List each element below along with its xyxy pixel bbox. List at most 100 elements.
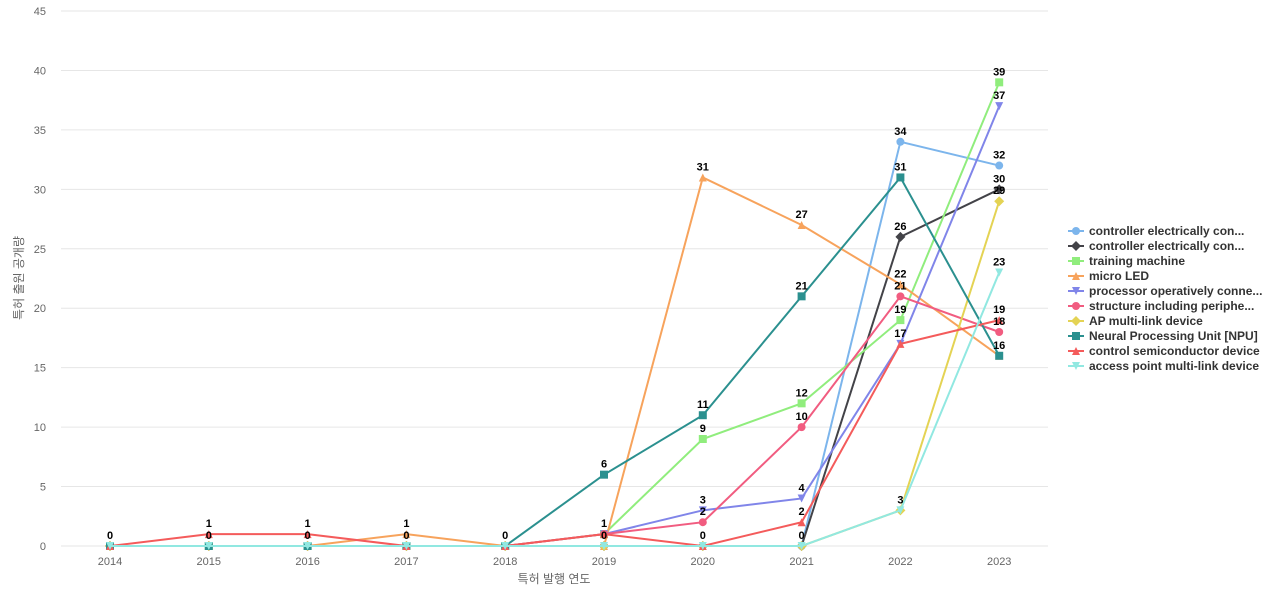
- series-line[interactable]: [110, 176, 1000, 547]
- data-label: 27: [795, 209, 807, 221]
- data-label: 10: [795, 411, 807, 423]
- x-tick-label: 2019: [592, 556, 616, 568]
- data-label: 16: [993, 340, 1005, 352]
- series-point[interactable]: [600, 542, 608, 550]
- series-point[interactable]: [204, 530, 213, 539]
- data-label: 39: [993, 66, 1005, 78]
- data-label: 0: [403, 530, 409, 542]
- series-point[interactable]: [896, 506, 905, 515]
- y-tick-label: 5: [40, 482, 46, 494]
- series-point[interactable]: [896, 137, 905, 146]
- data-label: 0: [206, 530, 212, 542]
- series-line[interactable]: [110, 81, 1001, 547]
- series-3: [106, 78, 1004, 550]
- series-point[interactable]: [204, 542, 213, 550]
- y-tick-label: 0: [40, 541, 46, 553]
- legend-item[interactable]: controller electrically con...: [1068, 224, 1244, 238]
- series-point[interactable]: [797, 292, 806, 301]
- series-point[interactable]: [896, 173, 905, 182]
- series-point[interactable]: [896, 316, 905, 325]
- series-point[interactable]: [995, 328, 1004, 336]
- series-point[interactable]: [896, 280, 905, 289]
- series-point[interactable]: [995, 351, 1004, 360]
- series-point[interactable]: [698, 518, 707, 527]
- series-point[interactable]: [896, 292, 905, 301]
- series-point[interactable]: [698, 542, 707, 550]
- series-point[interactable]: [994, 196, 1005, 207]
- legend: controller electrically con...controller…: [1068, 224, 1262, 373]
- data-label: 21: [894, 280, 906, 292]
- x-tick-label: 2018: [493, 556, 517, 568]
- legend-item[interactable]: Neural Processing Unit [NPU]: [1068, 329, 1258, 343]
- series-line[interactable]: [110, 105, 1001, 547]
- x-tick-label: 2015: [197, 556, 221, 568]
- legend-item[interactable]: control semiconductor device: [1068, 344, 1260, 358]
- x-tick-label: 2022: [888, 556, 912, 568]
- y-axis-title: 특허 출원 공개량: [12, 236, 26, 320]
- data-label: 1: [403, 518, 409, 530]
- legend-symbol: [1072, 362, 1080, 370]
- series-line[interactable]: [110, 295, 1000, 547]
- series-4: [106, 173, 1004, 550]
- series-point[interactable]: [698, 411, 707, 420]
- y-tick-label: 15: [34, 363, 46, 375]
- data-label: 31: [894, 161, 906, 173]
- series-point[interactable]: [402, 542, 411, 550]
- y-tick-label: 10: [34, 422, 46, 434]
- series-point[interactable]: [797, 494, 806, 503]
- x-tick-label: 2023: [987, 556, 1011, 568]
- legend-item[interactable]: micro LED: [1068, 269, 1149, 283]
- series-10: [106, 268, 1004, 550]
- legend-symbol: [1072, 332, 1080, 340]
- series-point[interactable]: [896, 339, 905, 348]
- series-point[interactable]: [698, 506, 707, 515]
- series-point[interactable]: [995, 268, 1004, 277]
- series-point[interactable]: [995, 316, 1004, 325]
- legend-item[interactable]: structure including periphe...: [1068, 299, 1254, 313]
- series-line[interactable]: [110, 272, 1001, 547]
- series-point[interactable]: [895, 231, 906, 242]
- series-point[interactable]: [797, 518, 806, 527]
- data-label: 3: [897, 494, 903, 506]
- series-point[interactable]: [995, 102, 1004, 111]
- data-label: 4: [799, 482, 806, 494]
- series-line[interactable]: [110, 200, 1001, 547]
- series-point[interactable]: [995, 161, 1004, 170]
- series-point[interactable]: [698, 435, 707, 443]
- series-8: [106, 173, 1004, 550]
- legend-label: AP multi-link device: [1089, 314, 1203, 328]
- legend-item[interactable]: processor operatively conne...: [1068, 284, 1262, 298]
- series-point[interactable]: [106, 542, 114, 550]
- series-point[interactable]: [303, 530, 312, 539]
- data-label: 18: [993, 316, 1005, 328]
- series-point[interactable]: [797, 221, 806, 229]
- series-line[interactable]: [109, 319, 1000, 548]
- legend-item[interactable]: controller electrically con...: [1068, 239, 1244, 253]
- series-point[interactable]: [402, 530, 411, 539]
- series-point[interactable]: [995, 78, 1004, 87]
- x-axis-title: 특허 발행 연도: [518, 571, 591, 586]
- series-point[interactable]: [600, 470, 608, 479]
- legend-item[interactable]: access point multi-link device: [1068, 359, 1259, 373]
- data-label: 31: [697, 161, 709, 173]
- series-point[interactable]: [600, 530, 608, 539]
- legend-item[interactable]: training machine: [1068, 254, 1185, 268]
- data-label: 0: [700, 530, 706, 542]
- series-point[interactable]: [797, 399, 806, 408]
- data-label: 1: [601, 518, 607, 530]
- data-label: 0: [502, 530, 508, 542]
- series-line[interactable]: [110, 175, 1001, 547]
- data-label: 1: [206, 518, 212, 530]
- data-label: 12: [795, 387, 807, 399]
- series-point[interactable]: [501, 542, 510, 550]
- series-point[interactable]: [303, 542, 312, 550]
- series-point[interactable]: [797, 423, 806, 432]
- legend-symbol: [1072, 272, 1080, 280]
- series-point[interactable]: [797, 542, 806, 550]
- data-label: 0: [799, 530, 805, 542]
- legend-label: processor operatively conne...: [1089, 284, 1262, 298]
- series-point[interactable]: [994, 184, 1005, 195]
- series-point[interactable]: [698, 173, 707, 182]
- data-label: 23: [993, 257, 1005, 269]
- legend-item[interactable]: AP multi-link device: [1068, 314, 1203, 328]
